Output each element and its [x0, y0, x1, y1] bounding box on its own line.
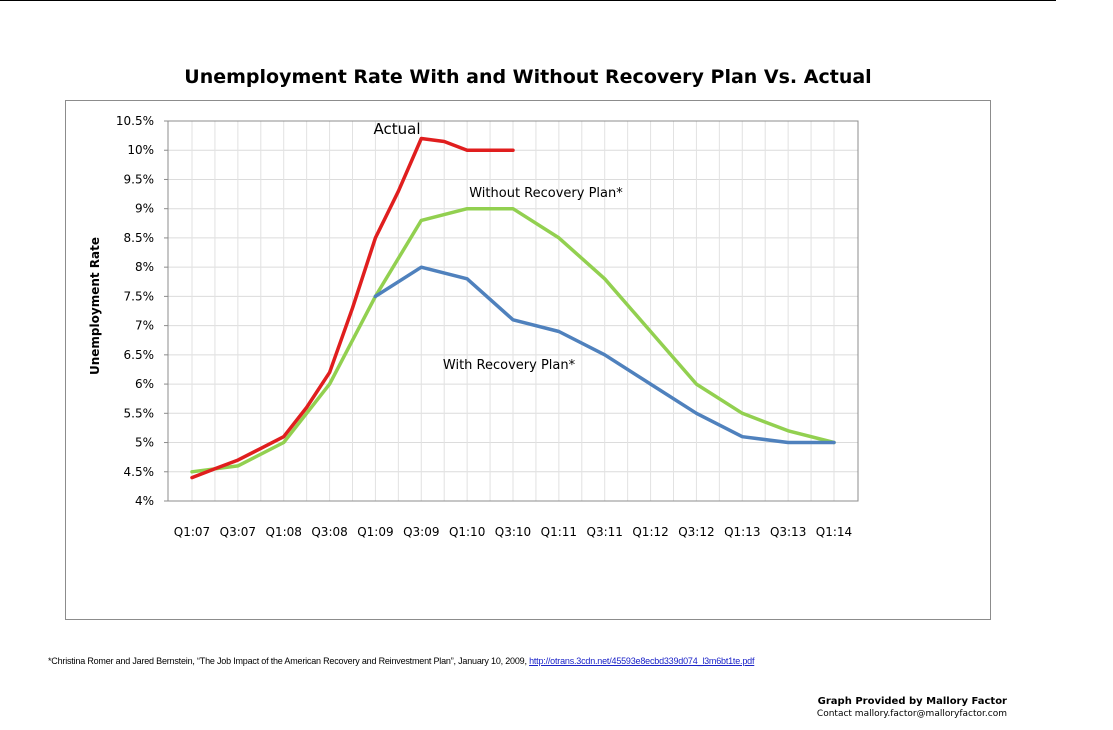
x-tick-label: Q3:09 [403, 525, 439, 539]
y-tick-label: 9% [135, 202, 154, 216]
y-tick-label: 6.5% [124, 348, 155, 362]
series-label: Without Recovery Plan* [469, 186, 623, 201]
x-tick-label: Q3:08 [311, 525, 347, 539]
y-axis-label: Unemployment Rate [88, 237, 102, 375]
y-tick-label: 8% [135, 260, 154, 274]
y-tick-label: 5% [135, 436, 154, 450]
x-tick-label: Q1:13 [724, 525, 760, 539]
credit: Graph Provided by Mallory Factor Contact… [817, 696, 1007, 719]
x-tick-label: Q3:07 [220, 525, 256, 539]
x-tick-label: Q1:09 [357, 525, 393, 539]
x-tick-label: Q1:08 [266, 525, 302, 539]
x-tick-label: Q1:12 [632, 525, 668, 539]
x-tick-label: Q3:12 [678, 525, 714, 539]
x-tick-label: Q1:11 [541, 525, 577, 539]
y-tick-label: 4% [135, 494, 154, 508]
x-tick-label: Q1:10 [449, 525, 485, 539]
x-tick-label: Q3:11 [587, 525, 623, 539]
footnote-link[interactable]: http://otrans.3cdn.net/45593e8ecbd339d07… [529, 656, 755, 666]
x-tick-label: Q3:13 [770, 525, 806, 539]
y-tick-label: 7% [135, 319, 154, 333]
chart-title: Unemployment Rate With and Without Recov… [184, 66, 872, 88]
series-line-actual [190, 136, 515, 480]
series-label: Actual [374, 120, 421, 138]
credit-line: Graph Provided by Mallory Factor [817, 696, 1007, 707]
y-axis-ticks: 4% 4.5% 5% 5.5% 6% 6.5% 7% 7.5% 8% 8.5% 9% 9.5% 10% 1… [116, 114, 168, 508]
y-tick-label: 9.5% [124, 172, 155, 186]
x-tick-label: Q3:10 [495, 525, 531, 539]
plot-area [167, 120, 859, 502]
series-lines [190, 136, 836, 480]
chart-frame [65, 100, 991, 620]
y-tick-label: 4.5% [124, 465, 155, 479]
y-tick-label: 10.5% [116, 114, 154, 128]
y-tick-label: 8.5% [124, 231, 155, 245]
contact-line: Contact mallory.factor@malloryfactor.com [816, 709, 1007, 719]
footnote-text: *Christina Romer and Jared Bernstein, “T… [48, 656, 530, 666]
series-labels: Actual Without Recovery Plan* With Recover… [374, 120, 624, 373]
series-line-without-recovery-plan [190, 206, 836, 474]
y-tick-label: 10% [127, 143, 154, 157]
series-line-with-recovery-plan [373, 265, 836, 445]
y-tick-label: 7.5% [124, 289, 155, 303]
footnote: *Christina Romer and Jared Bernstein, “T… [48, 656, 754, 666]
x-tick-label: Q1:14 [816, 525, 852, 539]
x-axis-ticks: Q1:07 Q3:07 Q1:08 Q3:08 Q1:09 Q3:09 Q1:10 Q3:10… [174, 525, 852, 539]
x-tick-label: Q1:07 [174, 525, 210, 539]
top-rule [0, 0, 1056, 1]
series-label: With Recovery Plan* [443, 358, 576, 373]
y-tick-label: 6% [135, 377, 154, 391]
y-tick-label: 5.5% [124, 406, 155, 420]
